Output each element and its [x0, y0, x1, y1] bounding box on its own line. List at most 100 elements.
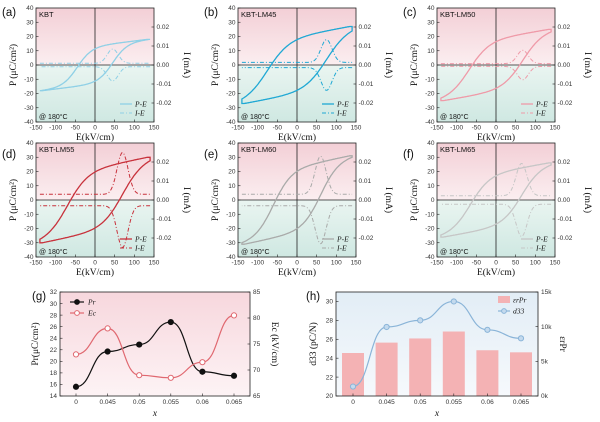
y-tick-label: 20: [228, 34, 236, 41]
bar-erpr: [510, 352, 532, 396]
bar-erpr: [476, 350, 499, 396]
panel-c: -150 -100 -50 0 50 100 150-40-30-20-1001020304…: [403, 5, 593, 143]
bar-erpr: [442, 331, 465, 396]
x-axis-label: E(kV/cm): [278, 267, 316, 278]
data-point-pr: [230, 372, 238, 379]
y-axis-label: P (μC/cm²): [8, 179, 19, 221]
y-tick-label: 28: [50, 312, 58, 319]
y2-tick-label: 80: [253, 315, 261, 322]
data-point-pr: [199, 368, 206, 375]
x-tick-label: 0.045: [99, 399, 116, 406]
y-tick-label: -30: [24, 105, 34, 112]
x-tick-label: -100: [251, 260, 264, 267]
ie-curve-reverse: [440, 65, 552, 81]
y2-tick-label: 0.02: [359, 24, 372, 31]
y2-tick-label: 5k: [541, 359, 549, 366]
x-tick-label: -150: [231, 260, 244, 267]
x-tick-label: -150: [430, 260, 443, 267]
y2-axis-label: I (mA): [383, 187, 394, 213]
bar-erpr: [409, 338, 432, 396]
y2-tick-label: -0.01: [359, 216, 374, 223]
y-tick-label: 10: [228, 48, 236, 55]
data-point-pr: [167, 318, 174, 326]
y2-tick-label: 0.00: [359, 197, 372, 204]
y-tick-label: 30: [228, 154, 236, 161]
y-axis-label: Pr(μC/cm²): [30, 322, 41, 365]
y-tick-label: 30: [50, 301, 58, 308]
panel-b: -150 -100 -50 0 50 100 150-40-30-20-1001020304…: [204, 5, 394, 143]
ie-curve-forward: [440, 49, 552, 65]
panel-label: (d): [2, 149, 16, 161]
legend-label-pe: P-E: [535, 235, 548, 244]
temperature-note: @ 180°C: [241, 113, 270, 121]
x-tick-label: 0: [295, 260, 299, 267]
y2-axis-label: I (mA): [181, 187, 192, 213]
y-tick-label: 0: [431, 62, 435, 69]
x-axis-label: E(kV/cm): [76, 132, 114, 143]
sample-title: KBT-LM55: [39, 145, 74, 154]
ie-curve-forward: [241, 155, 353, 195]
x-tick-label: 100: [331, 125, 342, 132]
x-tick-label: 50: [512, 125, 520, 132]
y-tick-label: 26: [326, 336, 334, 343]
y2-tick-label: -0.02: [558, 235, 573, 242]
x-tick-label: -50: [273, 260, 283, 267]
x-tick-label: 100: [129, 125, 140, 132]
legend-label-ie: I-E: [134, 244, 145, 253]
y-tick-label: 24: [50, 335, 58, 342]
ie-curve-reverse: [39, 66, 151, 82]
x-tick-label: -150: [231, 125, 244, 132]
legend-label-pr: Pr: [87, 298, 96, 307]
ie-curve-forward: [39, 151, 151, 195]
panel-label: (b): [204, 7, 218, 19]
x-tick-label: 0: [494, 260, 498, 267]
legend-label-pe: P-E: [336, 235, 349, 244]
panel-label: (a): [2, 7, 16, 19]
pe-loop: [440, 28, 552, 102]
y2-tick-label: 0.00: [359, 62, 372, 69]
y-axis-label: P (μC/cm²): [8, 44, 19, 86]
x-tick-label: 0.055: [446, 399, 463, 406]
bar-erpr: [342, 353, 364, 396]
y-tick-label: 20: [50, 359, 58, 366]
plot-background: [60, 292, 250, 396]
y-tick-label: 22: [326, 374, 334, 381]
y-tick-label: 20: [326, 393, 334, 400]
y-tick-label: 30: [26, 154, 34, 161]
x-tick-label: 0.055: [163, 399, 180, 406]
data-point-ec: [104, 325, 111, 332]
y-tick-label: -10: [425, 76, 435, 83]
y2-tick-label: 0.02: [359, 159, 372, 166]
y-tick-label: 40: [26, 140, 34, 147]
y2-tick-label: 0.01: [558, 178, 571, 185]
y-tick-label: 16: [50, 382, 58, 389]
y-tick-label: 24: [326, 355, 334, 362]
legend-marker-d33: [501, 308, 507, 314]
y2-tick-label: 10k: [541, 324, 552, 331]
y2-tick-label: -0.01: [558, 216, 573, 223]
x-tick-label: 50: [313, 125, 321, 132]
x-axis-label: E(kV/cm): [278, 132, 316, 143]
panel-h: 0 0.045 0.05 0.055 0.06 0.065 20 22 24 26 28 30 0k 5k…: [306, 289, 567, 419]
y-tick-label: 0: [232, 197, 236, 204]
y2-tick-label: 0.00: [157, 197, 170, 204]
y2-tick-label: 70: [253, 367, 261, 374]
y-tick-label: 20: [26, 169, 34, 176]
x-tick-label: 0.05: [133, 399, 146, 406]
legend-label-ec: Ec: [87, 309, 97, 318]
data-point-pr: [72, 383, 80, 390]
data-point-ec: [167, 374, 174, 381]
x-tick-label: 0.06: [196, 399, 209, 406]
y2-tick-label: 0.02: [157, 24, 170, 31]
legend-label-d33: d33: [513, 307, 525, 316]
plot-frame: [335, 291, 539, 397]
y2-tick-label: 0.02: [157, 159, 170, 166]
y2-tick-label: -0.02: [157, 235, 172, 242]
y-tick-label: -40: [226, 254, 236, 261]
y-tick-label: -30: [425, 105, 435, 112]
y-tick-label: 40: [427, 140, 435, 147]
y-tick-label: -20: [24, 226, 34, 233]
y2-axis-label: I (mA): [181, 52, 192, 78]
x-tick-label: 0.065: [226, 399, 243, 406]
legend-label-pe: P-E: [134, 100, 147, 109]
